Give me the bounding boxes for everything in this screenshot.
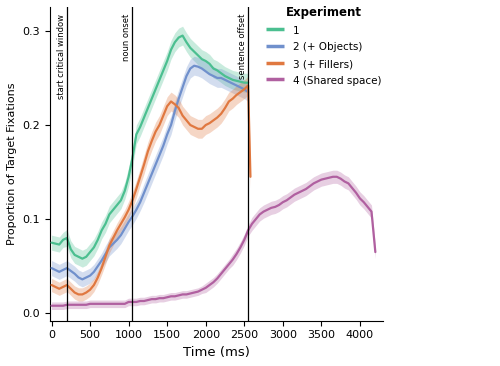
Text: start critical window: start critical window	[57, 14, 66, 99]
Text: sentence offset: sentence offset	[238, 14, 247, 79]
Legend: 1, 2 (+ Objects), 3 (+ Fillers), 4 (Shared space): 1, 2 (+ Objects), 3 (+ Fillers), 4 (Shar…	[266, 6, 381, 86]
X-axis label: Time (ms): Time (ms)	[183, 346, 250, 359]
Y-axis label: Proportion of Target Fixations: Proportion of Target Fixations	[7, 83, 17, 245]
Text: noun onset: noun onset	[122, 14, 132, 61]
